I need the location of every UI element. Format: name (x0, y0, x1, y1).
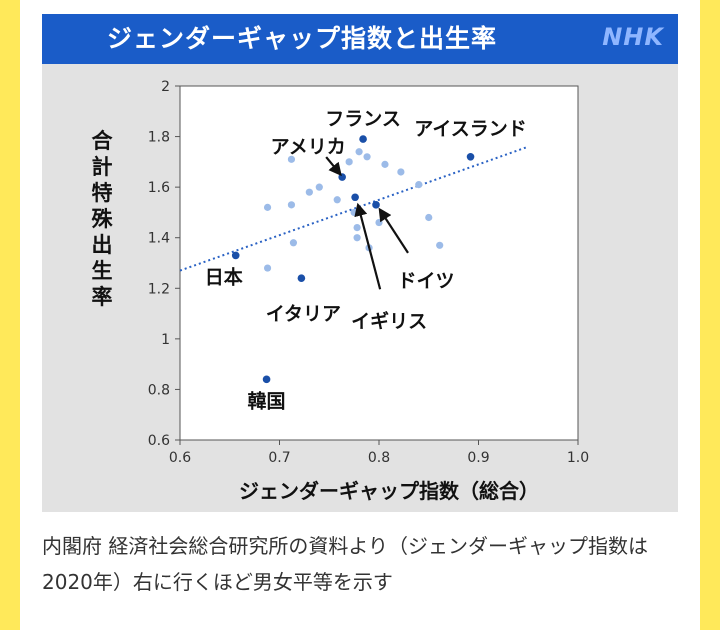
data-point-other (287, 155, 296, 163)
y-tick-label: 1.2 (148, 281, 170, 297)
data-point-イギリス (351, 193, 359, 202)
data-point-イタリア (297, 274, 306, 282)
y-axis-label-char: 特 (92, 181, 113, 205)
chart-banner: ジェンダーギャップ指数と出生率 NHK (42, 14, 678, 64)
data-point-other (436, 241, 444, 249)
plot-area (179, 85, 579, 441)
y-axis-label-char: 率 (92, 285, 113, 309)
data-point-other (355, 148, 363, 156)
x-tick-label: 0.7 (268, 450, 290, 466)
data-point-other (289, 239, 298, 247)
y-axis-label-char: 合 (92, 129, 114, 153)
data-point-other (263, 203, 272, 211)
data-point-other (425, 213, 433, 222)
chart-figure: ジェンダーギャップ指数と出生率 NHK 0.6 0.8 1 1.2 1.4 1.6 1.8 2… (42, 14, 678, 512)
x-tick-label: 0.8 (368, 450, 390, 466)
y-tick-label: 1.6 (148, 180, 170, 196)
point-label-ドイツ: ドイツ (398, 270, 455, 292)
data-point-other (363, 153, 371, 161)
x-tick-label: 1.0 (567, 450, 589, 466)
y-tick-label: 1 (161, 332, 170, 348)
data-point-other (305, 188, 313, 196)
data-point-日本 (231, 251, 240, 260)
data-point-other (315, 183, 323, 191)
x-tick-label: 0.6 (169, 450, 191, 466)
y-axis-label-char: 計 (92, 155, 113, 179)
data-point-other (353, 234, 361, 242)
point-label-韓国: 韓国 (248, 389, 286, 412)
data-point-other (333, 196, 341, 204)
data-point-韓国 (262, 375, 271, 384)
data-point-other (345, 158, 353, 166)
y-tick-label: 2 (161, 79, 170, 95)
point-label-イタリア: イタリア (266, 303, 341, 325)
y-tick-label: 1.4 (148, 231, 170, 247)
data-point-other (350, 208, 358, 217)
point-label-アメリカ: アメリカ (271, 136, 346, 158)
label-arrow-イギリス (354, 202, 382, 290)
article-card: ジェンダーギャップ指数と出生率 NHK 0.6 0.8 1 1.2 1.4 1.6 1.8 2… (20, 0, 700, 630)
x-tick-label: 0.9 (467, 450, 489, 466)
x-axis-label: ジェンダーギャップ指数（総合） (239, 479, 539, 503)
data-point-other (375, 218, 383, 227)
nhk-logo: NHK (602, 23, 664, 51)
y-tick-label: 0.8 (148, 382, 170, 398)
data-point-other (415, 181, 423, 189)
image-caption: 内閣府 経済社会総合研究所の資料より（ジェンダーギャップ指数は2020年）右に行… (42, 534, 648, 594)
data-point-フランス (359, 135, 367, 143)
data-point-other (397, 168, 405, 176)
point-label-アイスランド: アイスランド (414, 118, 526, 140)
data-point-other (287, 201, 296, 209)
y-tick-label: 1.8 (148, 130, 170, 146)
data-point-ドイツ (372, 201, 380, 209)
label-arrow-アメリカ (325, 156, 342, 177)
y-tick-label: 0.6 (148, 433, 170, 449)
y-axis-label-char: 殊 (92, 207, 114, 231)
trend-line (179, 145, 529, 272)
point-label-フランス: フランス (325, 108, 401, 130)
scatter-plot: 0.6 0.8 1 1.2 1.4 1.6 1.8 2 0.6 0.7 0.8 0.9 1.0 ジェンダー… (92, 79, 590, 503)
point-label-日本: 日本 (205, 265, 243, 288)
point-label-イギリス: イギリス (351, 310, 427, 332)
data-point-アイスランド (466, 153, 475, 161)
data-point-other (353, 224, 361, 232)
data-point-other (263, 264, 272, 272)
chart-title: ジェンダーギャップ指数と出生率 (106, 24, 497, 53)
data-point-other (381, 160, 389, 168)
label-arrow-ドイツ (378, 207, 409, 254)
y-axis-label-char: 生 (92, 259, 113, 283)
y-axis-label-char: 出 (92, 233, 113, 257)
